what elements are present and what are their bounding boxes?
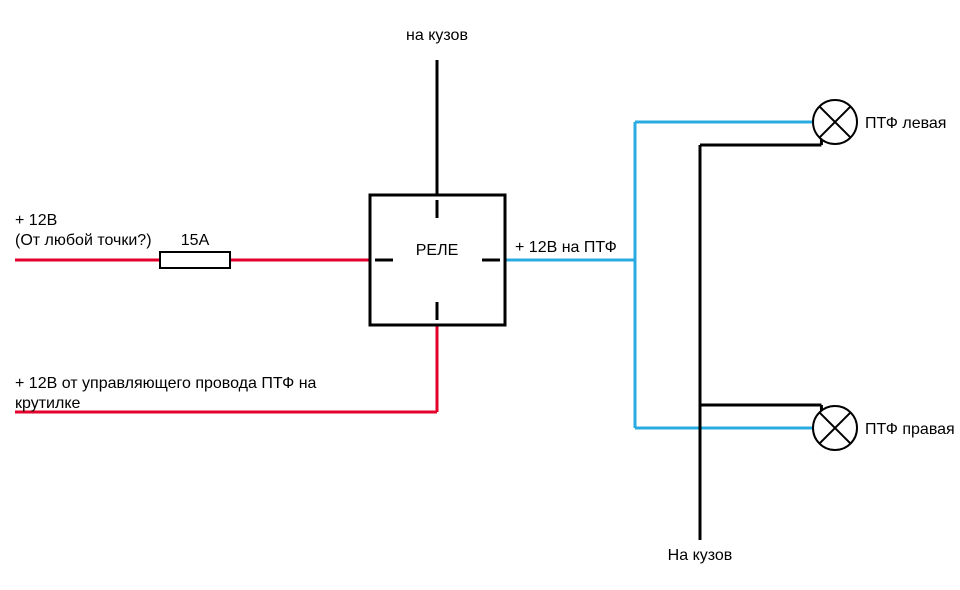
label-control-in-2: крутилке (15, 395, 81, 412)
label-ptf-left: ПТФ левая (865, 115, 946, 132)
label-fuse-amps: 15А (181, 232, 210, 249)
label-control-in-1: + 12В от управляющего провода ПТФ на (15, 375, 317, 392)
lamp-left-icon (813, 100, 857, 144)
label-ptf-right: ПТФ правая (865, 421, 955, 438)
label-power-in-2: (От любой точки?) (15, 232, 152, 249)
wiring-diagram: на кузов На кузов РЕЛЕ 15А + 12В (От любой то… (0, 0, 960, 590)
fuse-symbol (160, 252, 230, 268)
label-bottom-body: На кузов (668, 547, 733, 564)
lamp-right-icon (813, 406, 857, 450)
label-power-in-1: + 12В (15, 212, 57, 229)
label-to-ptf: + 12В на ПТФ (515, 239, 617, 256)
label-relay: РЕЛЕ (416, 242, 459, 259)
label-top-body: на кузов (406, 27, 468, 44)
